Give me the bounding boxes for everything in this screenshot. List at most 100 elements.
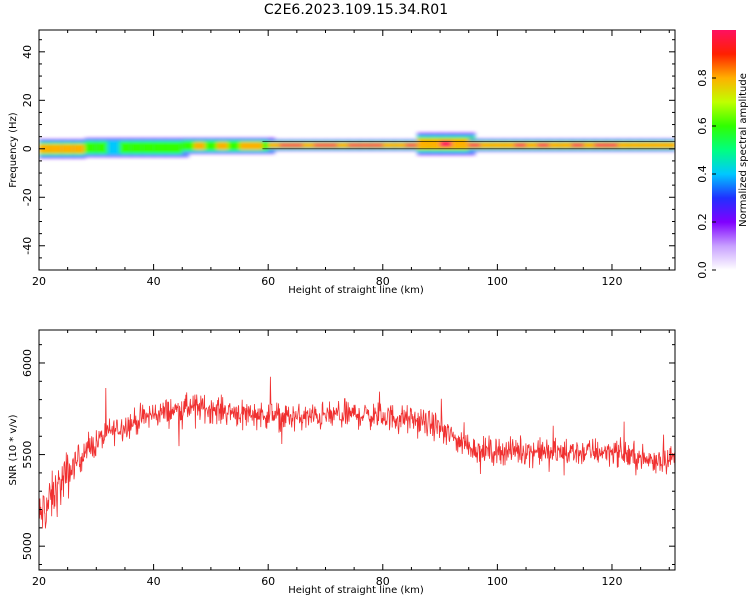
snr-y-axis: 5000 5500 6000 xyxy=(21,344,675,566)
heatmap-cell xyxy=(571,143,585,147)
heatmap-cell xyxy=(239,142,252,150)
heatmap-cell xyxy=(153,141,167,154)
heatmap-cell xyxy=(491,142,505,149)
heatmap-cell xyxy=(193,142,207,150)
heatmap-cell xyxy=(142,141,155,154)
colorbar-tick-label: 0.2 xyxy=(696,213,709,231)
heatmap-cell xyxy=(182,140,195,151)
heatmap-cell xyxy=(130,141,144,154)
heatmap-cell xyxy=(314,143,327,147)
colorbar-tick-label: 0.6 xyxy=(696,117,709,135)
heatmap-cell xyxy=(382,142,396,148)
heatmap-cell xyxy=(652,142,665,149)
heatmap-cell xyxy=(640,142,654,149)
snr-x-axis: 20 40 60 80 100 120 xyxy=(32,330,670,588)
heatmap-cell xyxy=(440,140,453,147)
heatmap-frame xyxy=(38,29,676,271)
heatmap-cell xyxy=(73,144,86,154)
heatmap-cell xyxy=(451,138,464,150)
colorbar-axis: 0.0 0.2 0.4 0.6 0.8 xyxy=(696,69,716,279)
y-tick-label: 5500 xyxy=(21,441,34,469)
heatmap-cell xyxy=(107,139,121,156)
snr-panel: 20 40 60 80 100 120 5000 5500 6000 Height of st… xyxy=(8,329,676,596)
figure-title: C2E6.2023.109.15.34.R01 xyxy=(264,2,448,18)
x-tick-label: 60 xyxy=(261,275,275,288)
x-tick-label: 120 xyxy=(601,575,622,588)
heatmap-cell xyxy=(302,142,316,148)
y-tick-label: 20 xyxy=(21,93,34,107)
heatmap-band xyxy=(39,132,675,159)
heatmap-cell xyxy=(480,142,493,149)
heatmap-cell xyxy=(359,143,373,147)
heatmap-cell xyxy=(216,142,230,150)
heatmap-cell xyxy=(514,143,528,147)
snr-frame xyxy=(38,329,676,571)
heatmap-cell xyxy=(39,144,52,154)
heatmap-cell xyxy=(279,143,293,147)
x-tick-label: 120 xyxy=(601,275,622,288)
heatmap-cell xyxy=(560,142,573,149)
heatmap-cell xyxy=(268,142,281,148)
y-tick-label: -20 xyxy=(21,188,34,206)
heatmap-cell xyxy=(325,143,338,147)
heatmap-cell xyxy=(371,143,384,147)
heatmap-cell xyxy=(84,141,98,154)
heatmap-y-label: Frequency (Hz) xyxy=(8,112,19,188)
heatmap-y-axis: -40 -20 0 20 40 xyxy=(21,39,675,271)
colorbar-tick-label: 0.8 xyxy=(696,69,709,87)
colorbar: 0.0 0.2 0.4 0.6 0.8 Normalized spectral ampl… xyxy=(696,30,749,279)
x-tick-label: 80 xyxy=(376,275,390,288)
heatmap-cell xyxy=(583,142,596,149)
heatmap-cell xyxy=(606,143,619,147)
y-tick-label: 0 xyxy=(21,145,34,152)
heatmap-cell xyxy=(348,143,361,147)
heatmap-cell xyxy=(205,140,218,151)
heatmap-cell xyxy=(663,142,675,149)
y-tick-label: -40 xyxy=(21,237,34,255)
heatmap-cell xyxy=(468,143,482,147)
snr-series-line xyxy=(39,376,675,529)
heatmap-panel: 20 40 60 80 100 120 -40 -20 0 20 40 Height of str… xyxy=(8,29,676,296)
x-tick-label: 100 xyxy=(487,575,508,588)
heatmap-cell xyxy=(617,142,631,149)
colorbar-tick-label: 0.4 xyxy=(696,165,709,183)
heatmap-cell xyxy=(548,142,562,149)
colorbar-label: Normalized spectral amplitude xyxy=(738,73,749,227)
y-tick-label: 5000 xyxy=(21,532,34,560)
heatmap-cell xyxy=(537,143,550,147)
snr-background xyxy=(39,330,675,570)
snr-y-label: SNR (10 * v/v) xyxy=(8,414,19,485)
colorbar-gradient xyxy=(712,30,736,270)
heatmap-cell xyxy=(228,140,241,151)
heatmap-cell xyxy=(594,143,608,147)
x-tick-label: 20 xyxy=(32,275,46,288)
heatmap-cell xyxy=(61,144,75,154)
heatmap-cell xyxy=(291,143,304,147)
heatmap-cell xyxy=(394,142,407,148)
x-tick-label: 40 xyxy=(147,575,161,588)
heatmap-cell xyxy=(336,142,350,148)
heatmap-cell xyxy=(428,138,442,150)
heatmap-cell xyxy=(405,143,419,147)
heatmap-cell xyxy=(50,144,63,154)
heatmap-x-label: Height of straight line (km) xyxy=(288,285,424,296)
heatmap-cell xyxy=(629,142,642,149)
colorbar-tick-label: 0.0 xyxy=(696,261,709,279)
x-tick-label: 60 xyxy=(261,575,275,588)
heatmap-cell xyxy=(526,142,539,149)
y-tick-label: 40 xyxy=(21,45,34,59)
heatmap-cell xyxy=(119,141,132,154)
x-tick-label: 80 xyxy=(376,575,390,588)
heatmap-cell xyxy=(417,138,430,150)
heatmap-x-axis: 20 40 60 80 100 120 xyxy=(32,30,670,288)
heatmap-cell xyxy=(503,142,516,149)
y-tick-label: 6000 xyxy=(21,349,34,377)
snr-x-label: Height of straight line (km) xyxy=(288,585,424,596)
heatmap-cell xyxy=(96,141,109,154)
x-tick-label: 100 xyxy=(487,275,508,288)
x-tick-label: 40 xyxy=(147,275,161,288)
heatmap-cell xyxy=(251,142,264,150)
heatmap-cell xyxy=(165,141,178,154)
x-tick-label: 20 xyxy=(32,575,46,588)
